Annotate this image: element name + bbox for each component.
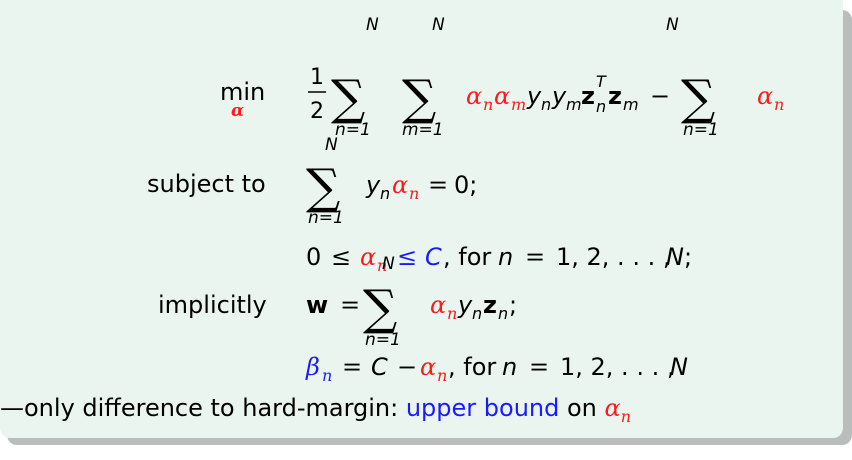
svg-text:n=1: n=1 xyxy=(308,208,344,228)
svg-text:n: n xyxy=(596,97,606,116)
svg-text:2: 2 xyxy=(310,99,324,124)
footer-highlight: upper bound xyxy=(405,394,560,422)
svg-text:w: w xyxy=(306,291,328,319)
footer-note: —only difference to hard-margin: upper b… xyxy=(0,394,631,426)
svg-text:N: N xyxy=(382,254,395,274)
svg-text:1, 2, . . . ,: 1, 2, . . . , xyxy=(560,353,674,381)
svg-text:y: y xyxy=(526,82,542,110)
svg-text:m: m xyxy=(511,95,526,114)
math-block: min α subject to implicitly 1 2 N ∑ n=1 … xyxy=(0,0,843,438)
svg-text:∑: ∑ xyxy=(306,159,340,215)
svg-text:n: n xyxy=(380,184,390,203)
svg-text:N: N xyxy=(666,15,679,35)
svg-text:α: α xyxy=(392,171,408,199)
svg-text:1, 2, . . . ,: 1, 2, . . . , xyxy=(556,243,670,271)
svg-text:n: n xyxy=(437,366,447,385)
svg-text:, for: , for xyxy=(448,353,496,381)
svg-text:0: 0 xyxy=(306,243,321,271)
svg-text:n: n xyxy=(498,304,508,323)
svg-text:C: C xyxy=(425,243,442,271)
svg-text:y: y xyxy=(551,82,567,110)
svg-text:n: n xyxy=(377,256,387,275)
svg-text:∑: ∑ xyxy=(363,280,397,336)
svg-text:n=1: n=1 xyxy=(683,120,719,140)
constraint-bounds-equation: 0 ≤ α n ≤ C , for n = 1, 2, . . . , N ; xyxy=(306,243,692,275)
svg-text:=: = xyxy=(529,353,549,381)
svg-text:y: y xyxy=(365,171,381,199)
implicitly-label: implicitly xyxy=(158,291,267,319)
svg-text:n=1: n=1 xyxy=(365,330,401,350)
svg-text:N: N xyxy=(366,15,379,35)
svg-text:n: n xyxy=(322,366,332,385)
objective-equation: 1 2 N ∑ n=1 N ∑ m=1 α n α m y n y m z T … xyxy=(308,15,784,140)
svg-text:n: n xyxy=(502,353,517,381)
svg-text:T: T xyxy=(596,72,607,91)
min-subscript-alpha: α xyxy=(231,101,244,121)
footer-math-alpha: αn xyxy=(604,394,632,426)
svg-text:m: m xyxy=(566,95,582,114)
implicit-beta-equation: β n = C − α n , for n = 1, 2, . . . , N xyxy=(305,353,688,385)
svg-text:z: z xyxy=(483,291,497,319)
svg-text:z: z xyxy=(608,82,622,110)
svg-text:N: N xyxy=(670,353,688,381)
svg-text:N: N xyxy=(432,15,445,35)
svg-text:=: = xyxy=(428,171,448,199)
svg-text:=: = xyxy=(342,353,362,381)
svg-text:=: = xyxy=(525,243,545,271)
svg-text:=: = xyxy=(340,291,360,319)
svg-text:N: N xyxy=(666,243,684,271)
svg-text:n: n xyxy=(409,184,419,203)
constraint-sum-equation: N ∑ n=1 y n α n = 0; xyxy=(306,135,477,228)
implicit-w-equation: w = N ∑ n=1 α n y n z n ; xyxy=(306,254,517,350)
footer-prefix: —only difference to hard-margin: xyxy=(0,394,406,422)
svg-text:, for: , for xyxy=(443,243,491,271)
svg-text:;: ; xyxy=(509,291,517,319)
min-label: min xyxy=(220,78,265,106)
svg-text:n: n xyxy=(472,304,482,323)
svg-text:∑: ∑ xyxy=(681,70,715,126)
formula-canvas: min α subject to implicitly 1 2 N ∑ n=1 … xyxy=(147,15,784,385)
svg-text:α: α xyxy=(466,82,482,110)
footer-middle: on xyxy=(559,394,605,422)
svg-text:m=1: m=1 xyxy=(402,120,444,140)
svg-text:n: n xyxy=(447,304,457,323)
svg-text:m: m xyxy=(623,95,639,114)
svg-text:≤: ≤ xyxy=(397,243,417,271)
svg-text:n: n xyxy=(498,243,513,271)
svg-text:β: β xyxy=(305,353,320,381)
svg-text:α: α xyxy=(757,82,773,110)
svg-text:−: − xyxy=(397,353,417,381)
svg-text:≤: ≤ xyxy=(331,243,351,271)
svg-text:∑: ∑ xyxy=(331,70,365,126)
svg-text:y: y xyxy=(457,291,473,319)
svg-text:n: n xyxy=(774,95,784,114)
subject-to-label: subject to xyxy=(147,170,266,198)
svg-text:z: z xyxy=(581,82,595,110)
svg-text:0;: 0; xyxy=(454,171,477,199)
svg-text:;: ; xyxy=(684,243,692,271)
svg-text:α: α xyxy=(494,82,510,110)
svg-text:α: α xyxy=(360,243,376,271)
svg-text:n=1: n=1 xyxy=(335,120,371,140)
svg-text:n: n xyxy=(541,95,551,114)
svg-text:1: 1 xyxy=(310,65,324,90)
svg-text:C: C xyxy=(371,353,388,381)
svg-text:−: − xyxy=(650,82,670,110)
svg-text:N: N xyxy=(325,135,338,155)
svg-text:α: α xyxy=(430,291,446,319)
svg-text:∑: ∑ xyxy=(402,70,436,126)
svg-text:n: n xyxy=(483,95,493,114)
svg-text:α: α xyxy=(420,353,436,381)
